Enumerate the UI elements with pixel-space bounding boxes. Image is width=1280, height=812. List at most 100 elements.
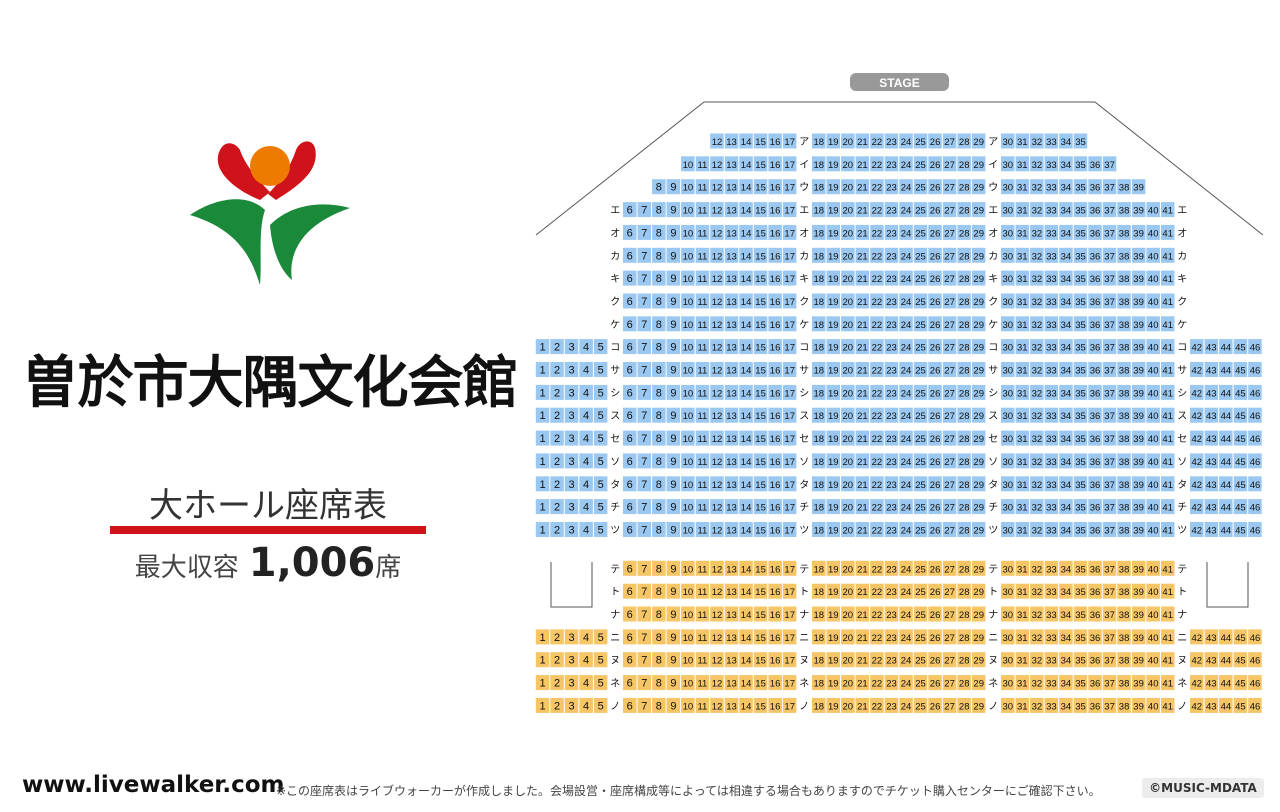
seat[interactable] <box>753 202 768 218</box>
seat[interactable] <box>884 179 899 195</box>
seat[interactable] <box>579 453 593 469</box>
seat[interactable] <box>666 316 681 332</box>
seat[interactable] <box>695 430 710 446</box>
seat[interactable] <box>971 270 986 286</box>
seat[interactable] <box>870 293 884 309</box>
seat[interactable] <box>1233 339 1248 355</box>
seat[interactable] <box>1146 316 1160 332</box>
seat[interactable] <box>884 293 899 309</box>
seat[interactable] <box>812 133 826 149</box>
seat[interactable] <box>535 384 550 400</box>
seat[interactable] <box>1059 430 1073 446</box>
seat[interactable] <box>1102 179 1117 195</box>
seat[interactable] <box>681 407 695 423</box>
seat[interactable] <box>768 407 782 423</box>
seat[interactable] <box>928 202 942 218</box>
seat[interactable] <box>1044 407 1059 423</box>
seat[interactable] <box>957 247 971 263</box>
seat[interactable] <box>1248 407 1262 423</box>
seat[interactable] <box>579 430 593 446</box>
seat[interactable] <box>710 384 724 400</box>
seat[interactable] <box>884 270 899 286</box>
seat[interactable] <box>826 202 841 218</box>
seat[interactable] <box>681 316 695 332</box>
seat[interactable] <box>1219 384 1233 400</box>
seat[interactable] <box>1131 247 1146 263</box>
seat[interactable] <box>899 316 913 332</box>
seat[interactable] <box>913 316 928 332</box>
seat[interactable] <box>782 156 797 172</box>
seat[interactable] <box>942 316 957 332</box>
seat[interactable] <box>1030 270 1044 286</box>
seat[interactable] <box>1233 362 1248 377</box>
seat[interactable] <box>710 133 724 149</box>
seat[interactable] <box>957 156 971 172</box>
seat[interactable] <box>1059 270 1073 286</box>
seat[interactable] <box>855 430 870 446</box>
seat[interactable] <box>666 224 681 240</box>
seat[interactable] <box>1190 430 1204 446</box>
seat[interactable] <box>535 339 550 355</box>
seat[interactable] <box>1204 407 1219 423</box>
seat[interactable] <box>971 384 986 400</box>
seat[interactable] <box>1102 202 1117 218</box>
seat[interactable] <box>768 133 782 149</box>
seat[interactable] <box>1044 133 1059 149</box>
seat[interactable] <box>1233 384 1248 400</box>
seat[interactable] <box>884 430 899 446</box>
seat[interactable] <box>1015 316 1030 332</box>
seat[interactable] <box>826 247 841 263</box>
seat[interactable] <box>535 430 550 446</box>
seat[interactable] <box>1117 430 1131 446</box>
seat[interactable] <box>1161 316 1175 332</box>
seat[interactable] <box>724 156 739 172</box>
seat[interactable] <box>768 156 782 172</box>
seat[interactable] <box>1001 362 1015 377</box>
seat[interactable] <box>899 224 913 240</box>
seat[interactable] <box>826 293 841 309</box>
seat[interactable] <box>971 133 986 149</box>
seat[interactable] <box>564 362 579 377</box>
seat[interactable] <box>695 247 710 263</box>
seat[interactable] <box>739 407 753 423</box>
seat[interactable] <box>1044 384 1059 400</box>
seat[interactable] <box>1088 384 1102 400</box>
seat[interactable] <box>855 293 870 309</box>
seat[interactable] <box>782 384 797 400</box>
seat[interactable] <box>710 339 724 355</box>
seat[interactable] <box>870 407 884 423</box>
seat[interactable] <box>928 179 942 195</box>
seat[interactable] <box>1059 407 1073 423</box>
seat[interactable] <box>535 453 550 469</box>
seat[interactable] <box>841 224 855 240</box>
seat[interactable] <box>681 270 695 286</box>
seat[interactable] <box>1161 339 1175 355</box>
seat[interactable] <box>637 362 652 377</box>
seat[interactable] <box>681 247 695 263</box>
seat[interactable] <box>564 453 579 469</box>
seat[interactable] <box>826 270 841 286</box>
seat[interactable] <box>724 339 739 355</box>
seat[interactable] <box>884 202 899 218</box>
seat[interactable] <box>1059 362 1073 377</box>
seat[interactable] <box>1044 430 1059 446</box>
seat[interactable] <box>826 407 841 423</box>
seat[interactable] <box>884 133 899 149</box>
seat[interactable] <box>913 339 928 355</box>
seat[interactable] <box>739 179 753 195</box>
seat[interactable] <box>768 202 782 218</box>
seat[interactable] <box>1030 247 1044 263</box>
seat[interactable] <box>1015 156 1030 172</box>
seat[interactable] <box>550 339 564 355</box>
seat[interactable] <box>1001 270 1015 286</box>
seat[interactable] <box>768 384 782 400</box>
seat[interactable] <box>870 339 884 355</box>
seat[interactable] <box>899 384 913 400</box>
seat[interactable] <box>1073 384 1088 400</box>
seat[interactable] <box>826 316 841 332</box>
seat[interactable] <box>768 224 782 240</box>
seat[interactable] <box>826 156 841 172</box>
seat[interactable] <box>1001 179 1015 195</box>
seat[interactable] <box>666 407 681 423</box>
seat[interactable] <box>724 407 739 423</box>
